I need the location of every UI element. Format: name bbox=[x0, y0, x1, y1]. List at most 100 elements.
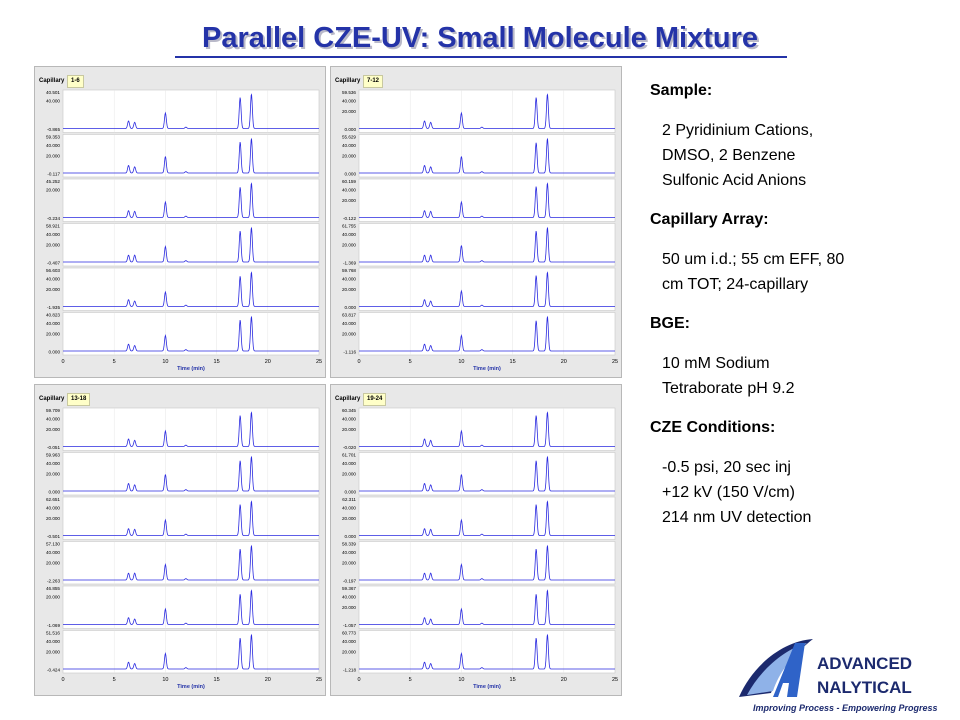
info-heading: Sample: bbox=[650, 82, 713, 99]
plot-area bbox=[358, 585, 616, 629]
y-tick-label: 20.000 bbox=[342, 331, 356, 336]
info-line: 214 nm UV detection bbox=[662, 509, 812, 526]
capillary-range-field[interactable]: 19-24 bbox=[363, 393, 387, 406]
trace-strip: 59.367 40.000 20.000 -1.057 bbox=[342, 585, 616, 629]
x-axis-label: Time (min) bbox=[473, 366, 501, 372]
y-tick-label: -1.369 bbox=[343, 261, 356, 266]
trace-strip: 62.651 40.000 20.000 -0.501 bbox=[46, 496, 320, 540]
plot-area bbox=[358, 407, 616, 451]
x-tick-label: 15 bbox=[510, 677, 516, 683]
y-max-label: 58.921 bbox=[46, 224, 60, 229]
y-tick-label: 40.000 bbox=[46, 143, 60, 148]
chart-panel-1-6: Capillary 1-6 40.501 40.000 -0.865 59.353 40… bbox=[34, 66, 326, 378]
y-max-label: 60.345 bbox=[342, 408, 356, 413]
y-max-label: 61.701 bbox=[342, 453, 356, 458]
y-tick-label: -2.263 bbox=[47, 579, 60, 584]
electropherogram-trace bbox=[63, 271, 319, 307]
y-tick-label: 40.000 bbox=[342, 550, 356, 555]
y-tick-label: -1.057 bbox=[343, 623, 356, 628]
y-tick-label: 0.000 bbox=[345, 490, 357, 495]
plot-area bbox=[62, 496, 320, 540]
y-max-label: 58.339 bbox=[342, 542, 356, 547]
electropherogram-trace bbox=[63, 411, 319, 447]
plot-area bbox=[358, 178, 616, 222]
info-line: Sulfonic Acid Anions bbox=[662, 172, 807, 189]
y-tick-label: 20.000 bbox=[46, 560, 60, 565]
plot-area bbox=[62, 585, 320, 629]
y-tick-label: 20.000 bbox=[46, 427, 60, 432]
y-tick-label: 40.000 bbox=[46, 639, 60, 644]
electropherogram-trace bbox=[359, 182, 615, 218]
y-tick-label: 0.000 bbox=[345, 305, 357, 310]
y-tick-label: 20.000 bbox=[342, 109, 356, 114]
plot-area bbox=[358, 630, 616, 674]
capillary-range-field[interactable]: 1-6 bbox=[67, 75, 84, 88]
y-tick-label: 20.000 bbox=[46, 471, 60, 476]
y-max-label: 59.353 bbox=[46, 135, 60, 140]
trace-strip: 59.536 40.000 20.000 0.000 bbox=[342, 89, 616, 133]
info-line: DMSO, 2 Benzene bbox=[662, 147, 796, 164]
y-tick-label: -1.218 bbox=[343, 668, 356, 673]
chart-19-24: 60.345 40.000 20.000 -0.020 61.701 40.000 20.0… bbox=[342, 407, 618, 690]
x-tick-label: 5 bbox=[113, 359, 116, 365]
y-tick-label: 0.000 bbox=[49, 350, 61, 355]
electropherogram-trace bbox=[359, 315, 615, 352]
y-tick-label: 20.000 bbox=[46, 287, 60, 292]
info-section-cze-conditions: CZE Conditions: -0.5 psi, 20 sec inj +12… bbox=[650, 419, 950, 530]
capillary-range-field[interactable]: 7-12 bbox=[363, 75, 384, 88]
capillary-range-field[interactable]: 13-18 bbox=[67, 393, 91, 406]
electropherogram-trace bbox=[359, 93, 615, 129]
y-tick-label: 20.000 bbox=[342, 605, 356, 610]
plot-area bbox=[62, 134, 320, 178]
trace-strip: 60.773 40.000 20.000 -1.218 bbox=[342, 630, 616, 674]
trace-strip: 60.345 40.000 20.000 -0.020 bbox=[342, 407, 616, 451]
electropherogram-trace bbox=[359, 137, 615, 174]
y-tick-label: 20.000 bbox=[342, 153, 356, 158]
y-tick-label: 40.000 bbox=[46, 506, 60, 511]
logo-line1: ADVANCED bbox=[817, 654, 912, 673]
y-tick-label: 40.000 bbox=[342, 188, 356, 193]
x-tick-label: 15 bbox=[510, 359, 516, 365]
plot-area bbox=[62, 89, 320, 133]
y-max-label: 40.501 bbox=[46, 90, 60, 95]
x-tick-label: 20 bbox=[561, 359, 567, 365]
y-tick-label: 40.000 bbox=[46, 550, 60, 555]
y-tick-label: 40.000 bbox=[46, 461, 60, 466]
x-axis-label: Time (min) bbox=[177, 366, 205, 372]
y-tick-label: 40.000 bbox=[46, 417, 60, 422]
plot-area bbox=[62, 267, 320, 311]
y-tick-label: 20.000 bbox=[342, 471, 356, 476]
y-max-label: 55.629 bbox=[342, 135, 356, 140]
x-tick-label: 0 bbox=[61, 677, 64, 683]
chart-panel-19-24: Capillary 19-24 60.345 40.000 20.000 -0.020… bbox=[330, 384, 622, 696]
y-tick-label: 20.000 bbox=[46, 188, 60, 193]
trace-strip: 45.252 20.000 -0.234 bbox=[46, 178, 320, 222]
plot-area bbox=[62, 407, 320, 451]
y-tick-label: 40.000 bbox=[46, 232, 60, 237]
capillary-label: Capillary bbox=[39, 396, 65, 402]
electropherogram-trace bbox=[63, 589, 319, 625]
info-section-bge: BGE: 10 mM Sodium Tetraborate pH 9.2 bbox=[650, 315, 950, 401]
y-tick-label: 20.000 bbox=[342, 516, 356, 521]
info-heading: Capillary Array: bbox=[650, 211, 769, 228]
chart-panel-13-18: Capillary 13-18 59.709 40.000 20.000 -0.051… bbox=[34, 384, 326, 696]
plot-area bbox=[62, 178, 320, 222]
y-max-label: 46.855 bbox=[46, 586, 60, 591]
electropherogram-trace bbox=[63, 315, 319, 352]
y-max-label: 56.603 bbox=[46, 268, 60, 273]
plot-area bbox=[62, 452, 320, 496]
trace-strip: 46.855 20.000 -1.069 bbox=[46, 585, 320, 629]
electropherogram-trace bbox=[63, 455, 319, 492]
y-tick-label: 40.000 bbox=[46, 321, 60, 326]
chart-panel-7-12: Capillary 7-12 59.536 40.000 20.000 0.000 55… bbox=[330, 66, 622, 378]
plot-area bbox=[62, 541, 320, 585]
x-tick-label: 0 bbox=[61, 359, 64, 365]
y-tick-label: 0.000 bbox=[49, 490, 61, 495]
plot-area bbox=[358, 312, 616, 356]
y-tick-label: 40.000 bbox=[342, 417, 356, 422]
x-tick-label: 5 bbox=[113, 677, 116, 683]
electropherogram-trace bbox=[359, 411, 615, 447]
y-max-label: 60.159 bbox=[342, 179, 356, 184]
plot-area bbox=[62, 630, 320, 674]
y-tick-label: 40.000 bbox=[342, 461, 356, 466]
